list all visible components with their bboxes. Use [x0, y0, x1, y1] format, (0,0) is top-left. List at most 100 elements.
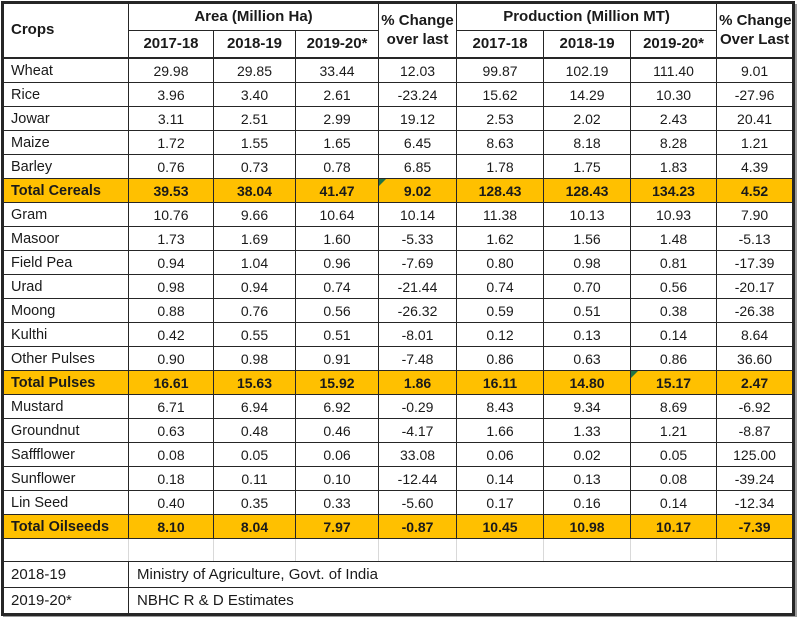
- value-cell: 0.12: [456, 322, 545, 347]
- value-cell: 0.56: [630, 274, 718, 299]
- value-cell: 1.72: [128, 130, 214, 155]
- value-cell: 7.97: [294, 514, 380, 539]
- table-row: Kulthi 0.42 0.55 0.51 -8.01 0.12 0.13 0.14 8.64: [2, 322, 795, 347]
- table-row: Barley 0.76 0.73 0.78 6.85 1.78 1.75 1.83 4.39: [2, 154, 795, 179]
- value-cell: 8.69: [630, 394, 718, 419]
- value-cell: 0.06: [456, 442, 545, 467]
- crop-name-cell: Kulthi: [2, 322, 129, 347]
- value-cell: 1.33: [543, 418, 632, 443]
- value-cell: 2.51: [213, 106, 296, 131]
- total-row: Total Pulses 16.61 15.63 15.92 1.86 16.11 14.8…: [2, 370, 795, 395]
- value-cell: 10.45: [456, 514, 545, 539]
- crop-name-cell: Other Pulses: [2, 346, 129, 371]
- value-cell: 10.93: [630, 202, 718, 227]
- value-cell: 36.60: [716, 346, 795, 371]
- crop-name-cell: Barley: [2, 154, 129, 179]
- value-cell: 0.94: [213, 274, 296, 299]
- value-cell: 1.56: [543, 226, 632, 251]
- value-cell: -20.17: [716, 274, 795, 299]
- value-cell: -27.96: [716, 82, 795, 107]
- value-cell: 0.88: [128, 298, 214, 323]
- crop-name-cell: Saffflower: [2, 442, 129, 467]
- value-cell: 10.14: [378, 202, 458, 227]
- value-cell: 3.96: [128, 82, 214, 107]
- value-cell: -0.29: [378, 394, 458, 419]
- value-cell: 0.08: [630, 466, 718, 491]
- value-cell: -7.69: [378, 250, 458, 275]
- header-crops: Crops: [2, 2, 129, 59]
- value-cell: 0.51: [294, 322, 380, 347]
- header-year-area-2018-19: 2018-19: [213, 30, 296, 59]
- header-pct-change-production-line2: Over Last: [719, 30, 790, 48]
- value-cell: 0.63: [543, 346, 632, 371]
- value-cell: 0.42: [128, 322, 214, 347]
- crop-name-cell: Urad: [2, 274, 129, 299]
- value-cell: 8.28: [630, 130, 718, 155]
- spacer-cell: [456, 538, 545, 562]
- value-cell: 0.98: [543, 250, 632, 275]
- spacer-cell: [543, 538, 632, 562]
- header-area-group: Area (Million Ha): [127, 2, 380, 31]
- value-cell: 11.38: [456, 202, 545, 227]
- value-cell: 0.90: [128, 346, 214, 371]
- header-year-production-2018-19: 2018-19: [543, 30, 632, 59]
- value-cell: 0.70: [543, 274, 632, 299]
- table-row: Rice 3.96 3.40 2.61 -23.24 15.62 14.29 10.30 -27…: [2, 82, 795, 107]
- header-pct-change-area-line1: % Change: [381, 11, 454, 29]
- crop-name-cell: Rice: [2, 82, 129, 107]
- value-cell: 1.21: [630, 418, 718, 443]
- value-cell: 6.85: [378, 154, 458, 179]
- value-cell: 15.63: [213, 370, 296, 395]
- header-year-area-2017-18: 2017-18: [128, 30, 214, 59]
- value-cell: 0.59: [456, 298, 545, 323]
- crop-name-cell: Wheat: [2, 57, 129, 83]
- value-cell: 39.53: [128, 178, 214, 203]
- value-cell: 0.14: [456, 466, 545, 491]
- spacer-cell: [2, 538, 129, 562]
- value-cell: 2.47: [716, 370, 795, 395]
- table-row: Field Pea 0.94 1.04 0.96 -7.69 0.80 0.98 0.81 -1…: [2, 250, 795, 275]
- value-cell: 0.35: [213, 490, 296, 515]
- header-year-production-2017-18: 2017-18: [456, 30, 545, 59]
- value-cell: 0.80: [456, 250, 545, 275]
- value-cell: -6.92: [716, 394, 795, 419]
- value-cell: 0.98: [128, 274, 214, 299]
- value-cell: 0.14: [630, 490, 718, 515]
- value-cell: 10.64: [294, 202, 380, 227]
- table-row: Gram 10.76 9.66 10.64 10.14 11.38 10.13 10.93 7.…: [2, 202, 795, 227]
- header-group-row: Crops Area (Million Ha) % Change over la…: [2, 2, 795, 59]
- value-cell: 0.38: [630, 298, 718, 323]
- value-cell: 0.73: [213, 154, 296, 179]
- value-cell: 9.34: [543, 394, 632, 419]
- value-cell: -17.39: [716, 250, 795, 275]
- value-cell: 16.11: [456, 370, 545, 395]
- value-cell: 0.78: [294, 154, 380, 179]
- spacer-cell: [630, 538, 718, 562]
- value-cell: 0.81: [630, 250, 718, 275]
- value-cell: 14.29: [543, 82, 632, 107]
- value-cell: -7.39: [716, 514, 795, 539]
- table-row: Moong 0.88 0.76 0.56 -26.32 0.59 0.51 0.38 -26.3…: [2, 298, 795, 323]
- table-row: Groundnut 0.63 0.48 0.46 -4.17 1.66 1.33 1.21 -8…: [2, 418, 795, 443]
- value-cell: 10.17: [630, 514, 718, 539]
- value-cell: 1.65: [294, 130, 380, 155]
- value-cell: 1.21: [716, 130, 795, 155]
- value-cell: 99.87: [456, 57, 545, 83]
- value-cell: 0.06: [294, 442, 380, 467]
- header-production-group: Production (Million MT): [456, 2, 718, 31]
- value-cell: 12.03: [378, 57, 458, 83]
- crop-name-cell: Jowar: [2, 106, 129, 131]
- value-cell: 0.18: [128, 466, 214, 491]
- value-cell: -12.34: [716, 490, 795, 515]
- value-cell: 0.13: [543, 322, 632, 347]
- value-cell: -0.87: [378, 514, 458, 539]
- spacer-cell: [294, 538, 380, 562]
- value-cell: 0.16: [543, 490, 632, 515]
- value-cell: 0.08: [128, 442, 214, 467]
- value-cell: 0.74: [294, 274, 380, 299]
- value-cell: -26.32: [378, 298, 458, 323]
- crop-name-cell: Total Pulses: [2, 370, 129, 395]
- value-cell: 0.05: [213, 442, 296, 467]
- value-cell: 8.64: [716, 322, 795, 347]
- value-cell: 4.39: [716, 154, 795, 179]
